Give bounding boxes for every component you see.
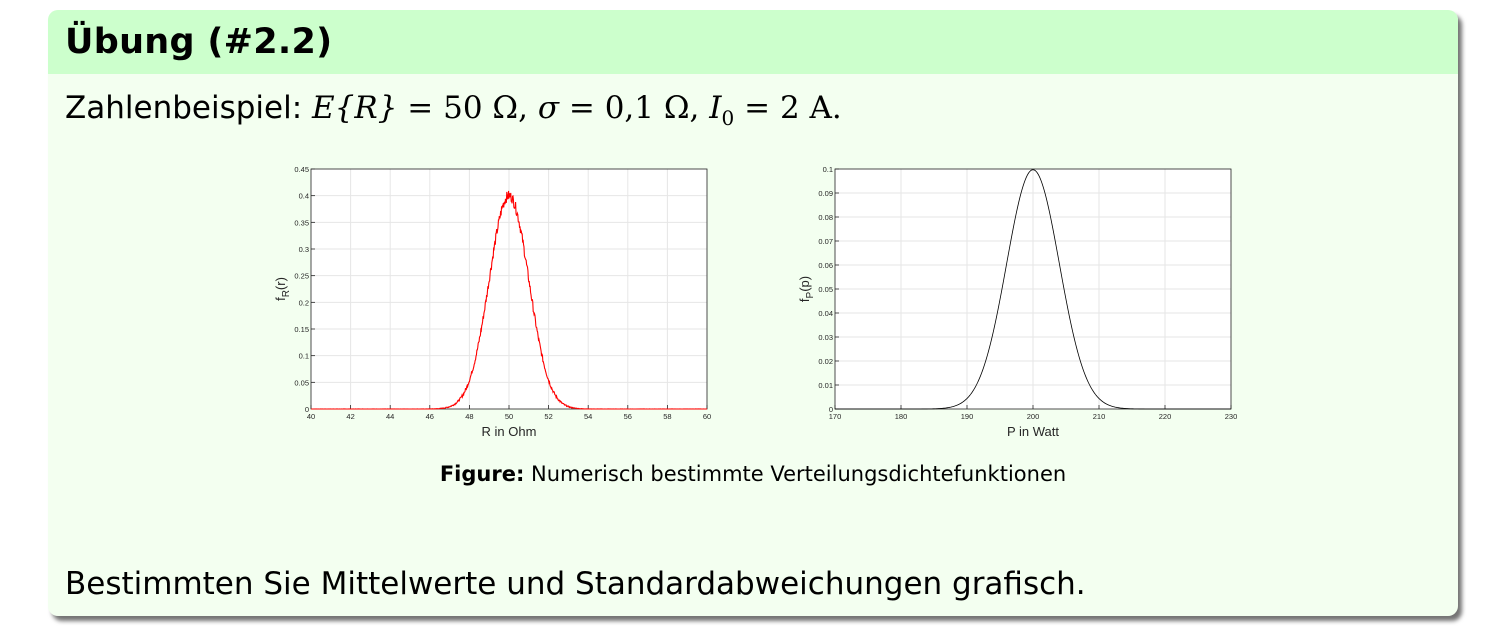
- x-tick-label: 44: [386, 412, 394, 421]
- x-tick-label: 180: [895, 412, 908, 421]
- x-tick-label: 230: [1225, 412, 1238, 421]
- y-tick-label: 0.04: [818, 309, 833, 318]
- x-tick-label: 60: [703, 412, 711, 421]
- task-text: Bestimmten Sie Mittelwerte und Standarda…: [65, 566, 1086, 602]
- y-axis-label: fP(p): [797, 276, 816, 302]
- caption-label: Figure:: [439, 462, 525, 486]
- y-tick-label: 0.05: [294, 378, 309, 387]
- x-tick-label: 54: [584, 412, 592, 421]
- y-tick-label: 0.15: [294, 325, 309, 334]
- y-tick-label: 0.25: [294, 272, 309, 281]
- y-tick-label: 0.4: [299, 192, 309, 201]
- x-tick-label: 58: [663, 412, 671, 421]
- expr-sigma: σ = 0,1 Ω,: [537, 90, 700, 126]
- x-tick-label: 48: [465, 412, 473, 421]
- y-tick-label: 0.45: [294, 165, 309, 174]
- y-tick-label: 0.2: [299, 298, 309, 307]
- y-tick-label: 0.09: [818, 189, 833, 198]
- y-tick-label: 0: [305, 405, 309, 414]
- y-tick-label: 0.08: [818, 213, 833, 222]
- block-title: Übung (#2.2): [65, 22, 333, 62]
- y-tick-label: 0.35: [294, 218, 309, 227]
- y-tick-label: 0.02: [818, 357, 833, 366]
- x-tick-label: 200: [1027, 412, 1040, 421]
- x-tick-label: 40: [307, 412, 315, 421]
- y-tick-label: 0.1: [299, 352, 309, 361]
- y-tick-label: 0.07: [818, 237, 833, 246]
- chart-power-density: 170 180 190 200 210 220 230 0 0.01 0.02 0.03 0.04 0.…: [797, 165, 1238, 439]
- density-curve: [835, 169, 1231, 410]
- x-tick-label: 50: [505, 412, 513, 421]
- x-tick-label: 220: [1159, 412, 1172, 421]
- x-tick-label: 190: [961, 412, 974, 421]
- y-tick-label: 0: [829, 405, 833, 414]
- density-curve: [310, 190, 708, 410]
- x-tick-label: 170: [829, 412, 842, 421]
- x-tick-label: 46: [426, 412, 434, 421]
- y-tick-label: 0.3: [299, 245, 309, 254]
- x-axis-label: P in Watt: [1007, 424, 1059, 439]
- expr-expected-value: E{R} = 50 Ω,: [312, 90, 528, 126]
- caption-text: Numerisch bestimmte Verteilungsdichtefun…: [531, 462, 1067, 486]
- intro-label: Zahlenbeispiel:: [65, 90, 303, 126]
- y-tick-label: 0.03: [818, 333, 833, 342]
- expr-current: I0 = 2 A.: [709, 90, 842, 131]
- y-tick-label: 0.01: [818, 381, 833, 390]
- y-tick-label: 0.1: [823, 165, 833, 174]
- exercise-block: Übung (#2.2) Zahlenbeispiel: E{R} = 50 Ω…: [48, 10, 1458, 616]
- x-axis-label: R in Ohm: [482, 424, 537, 439]
- x-tick-label: 42: [346, 412, 354, 421]
- block-header: Übung (#2.2): [48, 10, 1458, 74]
- y-axis-label: fR(r): [273, 277, 292, 301]
- x-tick-label: 52: [544, 412, 552, 421]
- intro-line: Zahlenbeispiel: E{R} = 50 Ω, σ = 0,1 Ω, …: [65, 90, 842, 130]
- figure-caption: Figure: Numerisch bestimmte Verteilungsd…: [48, 462, 1458, 486]
- x-tick-label: 56: [624, 412, 632, 421]
- y-tick-label: 0.06: [818, 261, 833, 270]
- y-tick-label: 0.05: [818, 285, 833, 294]
- x-tick-label: 210: [1093, 412, 1106, 421]
- chart-resistance-density: 40 42 44 46 48 50 52 54 56 58 60 0 0.05 0.1 0.15 0.2 0.2…: [273, 165, 711, 439]
